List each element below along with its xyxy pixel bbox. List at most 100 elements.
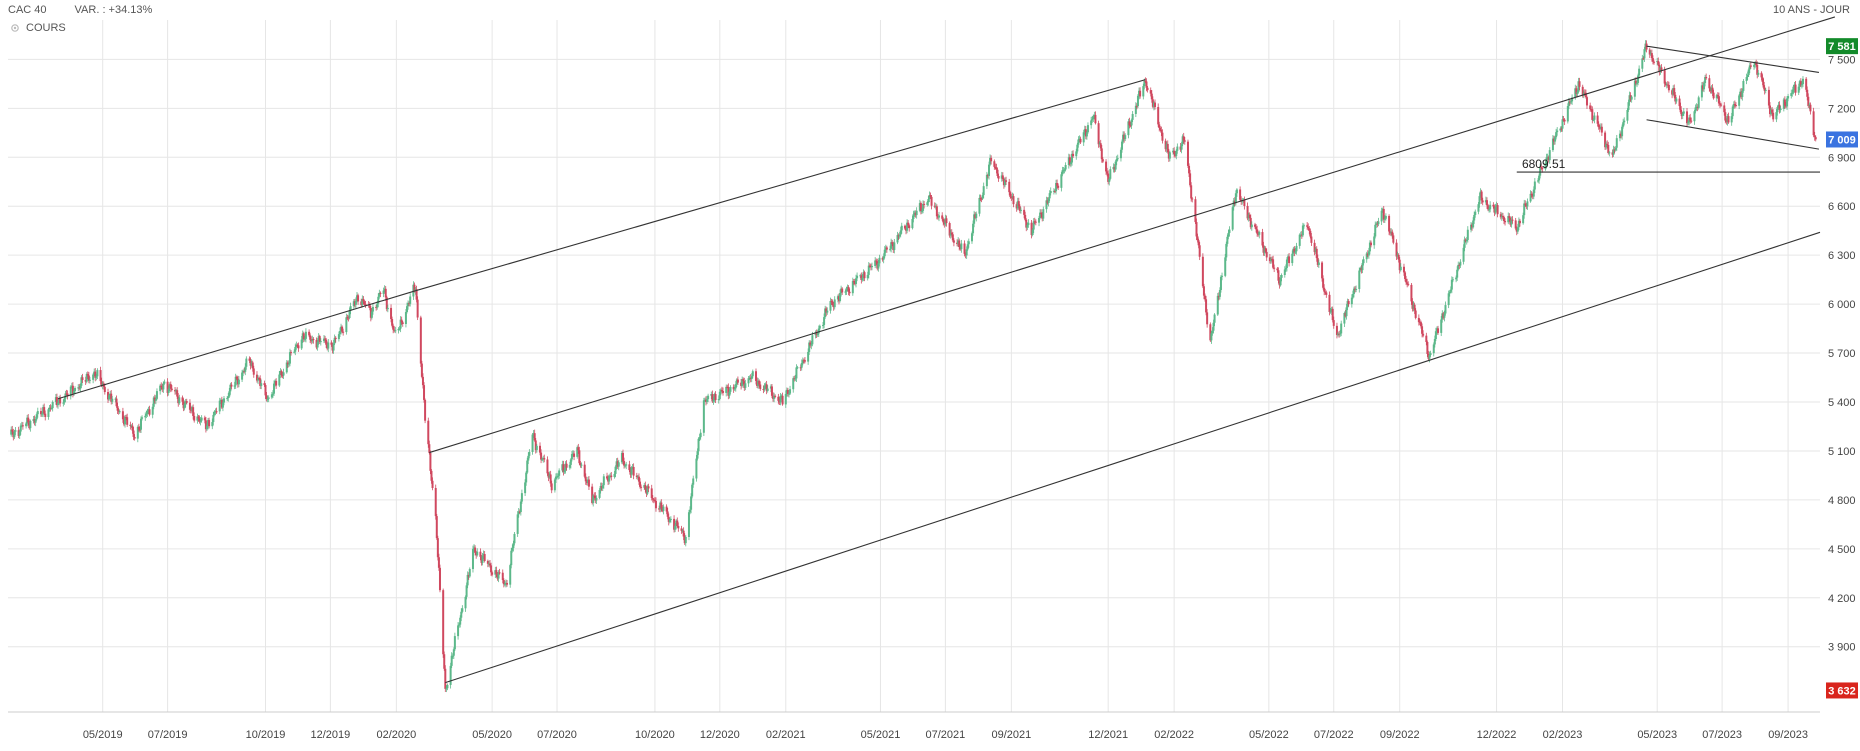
candle [868,263,871,268]
candle-body [1618,133,1621,139]
candle-body [943,222,946,225]
candle [383,285,386,293]
candle [754,368,757,385]
candle-body [905,228,908,231]
candle-body [646,486,649,494]
candle-body [1696,106,1699,108]
candle [370,308,373,320]
candle [459,615,462,628]
candle [1704,74,1707,87]
candle [312,337,315,344]
candle-body [467,574,470,577]
candle [653,496,656,503]
candle-body [377,296,380,304]
candle [722,387,725,396]
candle-body [1812,111,1815,136]
variation-value: VAR. : +34.13% [74,4,153,16]
candle [1563,117,1566,126]
candle-body [832,305,835,308]
candle [1083,125,1086,135]
candle-body [1790,93,1793,97]
candle [1508,213,1511,222]
settings-icon[interactable] [10,23,20,33]
candle [334,336,337,343]
candle-body [1522,215,1525,224]
candle [458,622,461,628]
candle [342,328,345,336]
trendline [1646,45,1820,73]
candle-body [557,475,560,477]
candle [1249,214,1252,230]
candle-body [1704,77,1707,84]
candle-body [47,409,50,418]
candle [772,392,775,402]
candle [122,415,125,427]
candle-body [1799,81,1802,86]
candle-body [130,425,133,427]
candle [1614,146,1617,152]
candle [639,478,642,489]
candle [926,200,929,207]
candle-body [816,333,819,335]
candle [1417,314,1420,326]
candle [155,388,158,401]
chart-header: CAC 40 VAR. : +34.13% [8,4,152,16]
candle [1204,293,1207,302]
candle [1188,163,1191,177]
candle-body [926,202,929,205]
candle-body [644,485,647,490]
candle-body [483,554,486,561]
candle [1806,86,1809,101]
candle [936,213,939,220]
candle-body [1808,104,1811,107]
period-label[interactable]: 10 ANS - JOUR [1772,4,1850,16]
candle-body [1067,157,1070,166]
candle-body [683,536,686,544]
candle [934,202,937,210]
candle-body [1782,99,1785,109]
candle [1360,265,1363,274]
candle-body [534,440,537,451]
candle [852,279,855,285]
candle-body [903,225,906,229]
candle [1389,228,1392,236]
candle-body [1123,134,1126,140]
candle [1047,196,1050,207]
candle-body [808,342,811,352]
x-tick-label: 07/2020 [537,729,577,741]
candle [1149,87,1152,97]
candle-body [1285,259,1288,268]
candle [1705,73,1708,80]
candle [578,446,581,466]
candle-body [847,287,850,292]
candle-body [1690,120,1693,122]
candle [385,295,388,312]
candle-body [1381,208,1384,211]
candle [525,470,528,486]
x-tick-label: 07/2019 [148,729,188,741]
candle-body [1002,179,1005,186]
candle-body [511,547,514,551]
candle-body [13,431,16,438]
candle [1077,136,1080,148]
candle [301,330,304,343]
candle-body [1404,272,1407,279]
candle-body [1023,209,1026,215]
candle-body [766,388,769,391]
candle [398,326,401,331]
series-legend[interactable]: COURS [10,22,66,34]
candle-body [419,317,422,364]
candle-body [92,374,95,380]
candle [480,554,483,566]
candle-body [1114,161,1117,170]
candle [1182,132,1185,144]
candle-body [1556,130,1559,133]
candle-body [348,310,351,319]
candle [815,329,818,338]
candle-body [86,374,89,376]
candle-body [151,406,154,415]
candle-body [1249,217,1252,228]
candle [1703,80,1706,93]
candle [364,300,367,308]
